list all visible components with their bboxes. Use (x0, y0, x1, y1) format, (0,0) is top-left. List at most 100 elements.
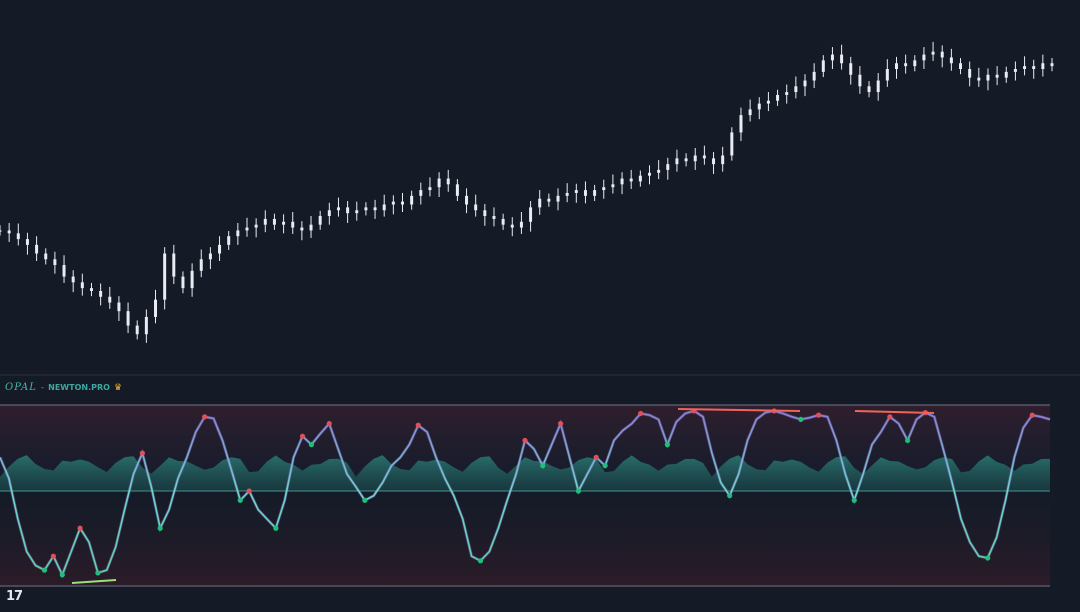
indicator-author: NEWTON.PRO (48, 383, 110, 392)
bear-signal-dot (139, 450, 145, 456)
candle-body (455, 184, 459, 196)
candle-body (647, 172, 651, 176)
candle-body (300, 227, 304, 231)
bull-signal-dot (664, 442, 670, 448)
bull-signal-dot (851, 497, 857, 503)
candle-body (126, 311, 130, 326)
candle-body (236, 230, 240, 237)
candle-body (410, 195, 414, 205)
candle-body (830, 54, 834, 61)
candle-body (135, 325, 139, 335)
candle-body (574, 190, 578, 193)
candle-body (1041, 63, 1045, 69)
candle-body (144, 316, 148, 335)
bull-signal-dot (727, 493, 733, 499)
bear-signal-dot (246, 488, 252, 494)
candle-body (0, 230, 2, 232)
candle-body (583, 190, 587, 196)
candle-body (867, 86, 871, 93)
bear-signal-dot (557, 420, 564, 427)
candle-body (931, 51, 935, 55)
candle-body (117, 302, 121, 312)
candle-body (684, 158, 688, 162)
bull-signal-dot (308, 442, 315, 448)
candle-body (419, 190, 423, 196)
candle-body (519, 221, 523, 228)
candle-body (776, 94, 780, 101)
candle-body (885, 68, 889, 81)
candle-body (766, 100, 770, 104)
candle-body (16, 233, 20, 240)
candle-body (547, 198, 551, 202)
candle-body (702, 155, 706, 159)
candle-body (446, 178, 450, 185)
candle-body (657, 169, 661, 173)
indicator-separator: - (40, 382, 45, 393)
candle-body (1023, 66, 1027, 69)
candle-body (721, 155, 725, 165)
bear-signal-dot (202, 414, 208, 420)
candle-body (913, 60, 917, 67)
candle-body (382, 204, 386, 211)
candle-body (739, 115, 743, 133)
candle-body (510, 224, 514, 228)
bull-signal-dot (602, 463, 608, 469)
candle-body (730, 132, 734, 156)
candle-body (80, 282, 84, 289)
candle-body (693, 155, 697, 162)
bull-signal-dot (575, 488, 581, 494)
candle-body (638, 175, 642, 182)
candle-body (748, 109, 752, 116)
bear-signal-dot (593, 454, 599, 460)
bull-signal-dot (477, 558, 484, 564)
candle-body (282, 221, 286, 225)
bull-signal-dot (95, 570, 101, 576)
candle-body (565, 192, 569, 196)
candle-body (940, 51, 944, 58)
bear-divergence-line (854, 410, 935, 414)
bear-signal-dot (816, 412, 822, 418)
bear-divergence-line (677, 408, 801, 412)
candle-body (620, 178, 624, 185)
candle-body (154, 299, 158, 317)
candle-body (71, 276, 75, 283)
candle-body (208, 253, 212, 260)
candle-body (190, 270, 194, 289)
candle-body (309, 224, 313, 231)
candle-body (291, 221, 295, 228)
candle-body (812, 71, 816, 81)
candle-body (986, 74, 990, 81)
momentum-histogram (0, 455, 1050, 491)
candle-body (99, 290, 103, 297)
candle-body (163, 253, 167, 300)
candle-body (218, 244, 222, 254)
candle-body (53, 259, 57, 266)
candle-body (629, 178, 633, 182)
signal-dots (41, 408, 1035, 578)
candle-body (483, 210, 487, 217)
bull-signal-dot (41, 567, 48, 573)
histogram-layer (0, 455, 1050, 491)
bull-signal-dot (798, 416, 804, 422)
candle-body (62, 265, 66, 277)
candle-body (492, 216, 496, 219)
candle-body (949, 57, 953, 64)
oscillator-lower-zone (0, 491, 1050, 586)
candle-body (602, 187, 606, 191)
candle-body (858, 74, 862, 87)
candle-body (785, 92, 789, 95)
candle-body (556, 195, 560, 202)
bear-signal-dot (887, 414, 893, 420)
bull-signal-dot (59, 572, 65, 578)
indicator-legend[interactable]: OPAL - NEWTON.PRO ♛ (5, 382, 122, 393)
candle-body (35, 244, 39, 254)
candle-body (44, 253, 48, 260)
candle-body (611, 184, 615, 188)
candle-body (1032, 66, 1036, 69)
candle-body (968, 68, 972, 78)
candle-body (849, 63, 853, 75)
tradingview-logo-icon[interactable]: 17 (6, 589, 23, 604)
candle-body (876, 80, 880, 93)
